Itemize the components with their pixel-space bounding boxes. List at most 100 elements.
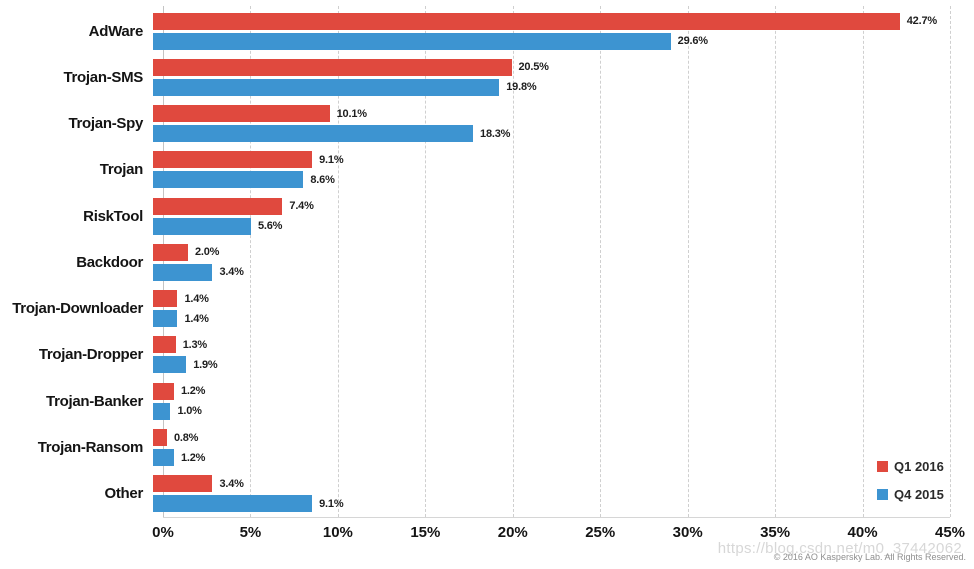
bar-q4-2015: [153, 217, 251, 235]
legend-item: Q4 2015: [877, 485, 944, 503]
legend: Q1 2016 Q4 2015: [877, 457, 944, 513]
category-row: Trojan-Banker 1.2% 1.0%: [0, 378, 974, 424]
x-axis-tick-label: 30%: [672, 524, 703, 541]
category-row: Trojan-Ransom 0.8% 1.2%: [0, 424, 974, 470]
gridline: [425, 6, 427, 517]
bar-q1-2016: [153, 151, 313, 169]
bar-line: 5.6%: [153, 217, 940, 235]
bar-line: 19.8%: [153, 78, 940, 96]
category-label: Trojan-SMS: [63, 68, 143, 86]
category-row: Other 3.4% 9.1%: [0, 471, 974, 517]
bar-value-label: 3.4%: [219, 266, 244, 279]
category-row: Trojan-Spy 10.1% 18.3%: [0, 101, 974, 147]
bar-line: 1.3%: [153, 336, 940, 354]
bar-group: 2.0% 3.4%: [153, 239, 940, 285]
bar-q1-2016: [153, 382, 174, 400]
legend-item: Q1 2016: [877, 457, 944, 475]
legend-label: Q1 2016: [894, 458, 944, 474]
bar-line: 1.4%: [153, 290, 940, 308]
bar-value-label: 42.7%: [906, 15, 937, 28]
category-label: Trojan-Spy: [68, 115, 143, 133]
bar-line: 1.2%: [153, 382, 940, 400]
bar-line: 3.4%: [153, 475, 940, 493]
bar-value-label: 1.9%: [193, 358, 218, 371]
bar-line: 1.0%: [153, 402, 940, 420]
bar-line: 20.5%: [153, 58, 940, 76]
bar-line: 2.0%: [153, 243, 940, 261]
legend-swatch-icon: [877, 488, 888, 500]
x-axis-tick-label: 40%: [847, 524, 878, 541]
gridline: [862, 6, 864, 517]
bar-line: 1.4%: [153, 310, 940, 328]
bar-group: 7.4% 5.6%: [153, 193, 940, 239]
x-axis-tick-label: 35%: [760, 524, 791, 541]
bar-q1-2016: [153, 12, 900, 30]
category-row: Trojan-Downloader 1.4% 1.4%: [0, 286, 974, 332]
bar-q1-2016: [153, 197, 283, 215]
bar-q4-2015: [153, 402, 171, 420]
bar-q1-2016: [153, 290, 178, 308]
bar-value-label: 1.0%: [177, 405, 202, 418]
gridline: [775, 6, 777, 517]
bar-value-label: 10.1%: [336, 107, 367, 120]
bar-group: 42.7% 29.6%: [153, 8, 940, 54]
bar-q1-2016: [153, 243, 188, 261]
category-label: Backdoor: [76, 253, 143, 271]
bar-value-label: 3.4%: [219, 477, 244, 490]
bar-q1-2016: [153, 105, 330, 123]
bar-q4-2015: [153, 125, 474, 143]
bar-q4-2015: [153, 78, 500, 96]
bar-line: 29.6%: [153, 32, 940, 50]
category-label: Trojan-Banker: [46, 392, 143, 410]
bar-value-label: 1.4%: [184, 292, 209, 305]
category-row: AdWare 42.7% 29.6%: [0, 8, 974, 54]
bar-value-label: 19.8%: [506, 81, 537, 94]
bar-value-label: 9.1%: [319, 497, 344, 510]
x-axis-tick-label: 25%: [585, 524, 616, 541]
bar-group: 10.1% 18.3%: [153, 101, 940, 147]
gridline: [600, 6, 602, 517]
bar-value-label: 1.3%: [182, 338, 208, 351]
category-label: Trojan-Ransom: [37, 439, 144, 457]
x-axis-line: [163, 517, 950, 518]
category-row: RiskTool 7.4% 5.6%: [0, 193, 974, 239]
bar-group: 0.8% 1.2%: [153, 424, 940, 470]
gridline: [163, 6, 164, 517]
bar-value-label: 29.6%: [677, 35, 708, 48]
legend-label: Q4 2015: [894, 486, 944, 502]
copyright-text: © 2016 AO Kaspersky Lab. All Rights Rese…: [773, 552, 966, 562]
x-axis-tick-label: 0%: [152, 524, 174, 541]
bar-q4-2015: [153, 32, 671, 50]
bar-value-label: 2.0%: [194, 246, 220, 259]
bar-line: 3.4%: [153, 263, 940, 281]
bar-line: 7.4%: [153, 197, 940, 215]
bar-line: 0.8%: [153, 429, 940, 447]
bar-line: 10.1%: [153, 105, 940, 123]
gridline: [950, 6, 951, 517]
bar-q4-2015: [153, 310, 178, 328]
category-label: Other: [104, 485, 143, 503]
bar-group: 9.1% 8.6%: [153, 147, 940, 193]
bar-line: 18.3%: [153, 125, 940, 143]
category-row: Trojan-Dropper 1.3% 1.9%: [0, 332, 974, 378]
category-row: Trojan-SMS 20.5% 19.8%: [0, 54, 974, 100]
bar-value-label: 1.4%: [184, 312, 209, 325]
x-axis-tick-label: 5%: [239, 524, 262, 541]
bar-value-label: 20.5%: [518, 61, 549, 74]
gridline: [337, 6, 339, 517]
bar-q1-2016: [153, 336, 176, 354]
bar-q1-2016: [153, 429, 167, 447]
bar-line: 9.1%: [153, 495, 940, 513]
x-axis-tick-label: 15%: [410, 524, 441, 541]
bar-value-label: 9.1%: [319, 153, 344, 166]
bar-line: 1.9%: [153, 356, 940, 374]
legend-swatch-icon: [877, 460, 888, 472]
bar-q4-2015: [153, 449, 174, 467]
category-label: Trojan-Downloader: [12, 300, 143, 318]
bar-group: 1.2% 1.0%: [153, 378, 940, 424]
bar-q1-2016: [153, 475, 213, 493]
bar-q4-2015: [153, 495, 313, 513]
bar-line: 8.6%: [153, 171, 940, 189]
bar-value-label: 1.2%: [180, 451, 206, 464]
bar-line: 1.2%: [153, 449, 940, 467]
